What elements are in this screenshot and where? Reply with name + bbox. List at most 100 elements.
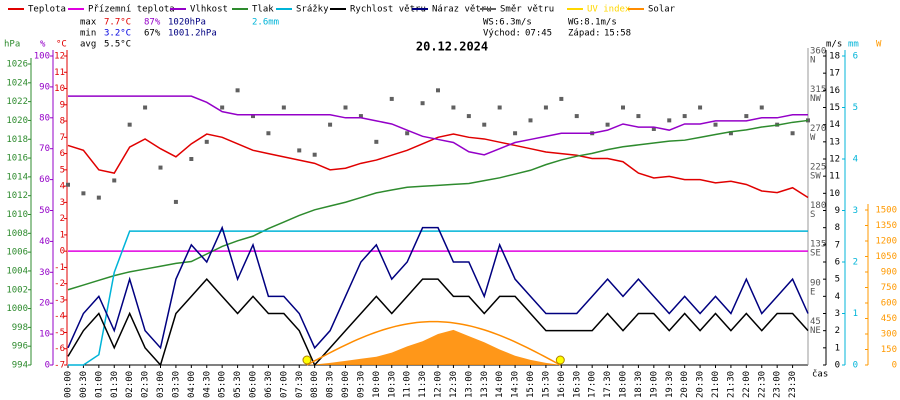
direction-dot <box>482 122 487 127</box>
axis-unit: W <box>876 40 882 50</box>
direction-dot <box>389 96 394 101</box>
x-tick-label: 05:30 <box>233 371 243 398</box>
direction-dot <box>405 131 410 136</box>
y-tick-label: 1 <box>60 230 65 240</box>
y-tick-label: 4 <box>835 292 840 302</box>
x-tick-label: 20:00 <box>680 371 690 398</box>
x-axis-label: čas <box>812 369 828 380</box>
legend-label: Teplota <box>28 5 66 15</box>
y-tick-label: 10 <box>54 84 65 94</box>
y-tick-label: 360 <box>810 47 826 57</box>
y-tick-label: 1350 <box>875 221 897 231</box>
direction-dot <box>173 199 178 204</box>
x-tick-label: 16:30 <box>572 371 582 398</box>
direction-dot <box>513 131 518 136</box>
legend-label: Náraz větru <box>432 5 492 15</box>
y-tick-label: 180 <box>810 201 826 211</box>
y-tick-label: 1 <box>835 343 840 353</box>
x-tick-label: 04:00 <box>187 371 197 398</box>
series-line <box>67 119 809 291</box>
direction-dot <box>651 126 656 131</box>
x-tick-label: 12:30 <box>449 371 459 398</box>
x-tick-label: 10:30 <box>387 371 397 398</box>
y-tick-label: 9 <box>60 100 65 110</box>
y-tick-label: 150 <box>881 345 897 355</box>
direction-dot <box>436 88 440 93</box>
clear-sky-arc <box>306 320 561 366</box>
direction-dot <box>81 191 86 196</box>
sun-marker <box>555 355 565 365</box>
y-tick-label: 1006 <box>6 248 28 258</box>
y-tick-label: 5 <box>853 103 858 113</box>
y-tick-label: 1022 <box>6 97 28 107</box>
x-tick-label: 02:00 <box>125 371 135 398</box>
x-tick-label: 00:30 <box>79 371 89 398</box>
compass-label: S <box>810 210 815 220</box>
sun-marker <box>302 355 312 365</box>
y-tick-label: 1002 <box>6 285 28 295</box>
stat: WG:8.1m/s <box>568 18 617 28</box>
x-tick-label: 20:30 <box>696 371 706 398</box>
series-line <box>67 133 809 199</box>
y-tick-label: 6 <box>835 258 840 268</box>
stat: 2.6mm <box>252 18 279 28</box>
y-tick-label: 1008 <box>6 229 28 239</box>
y-tick-label: 70 <box>39 144 50 154</box>
direction-dot <box>96 195 101 200</box>
y-tick-label: 450 <box>881 314 897 324</box>
axis-unit: hPa <box>4 40 20 50</box>
compass-label: NE <box>810 326 821 336</box>
y-tick-label: 5 <box>60 165 65 175</box>
series-line <box>68 95 808 156</box>
stat: 15:58 <box>604 29 631 39</box>
x-tick-label: 08:30 <box>326 371 336 398</box>
y-tick-label: 9 <box>835 206 840 216</box>
y-tick-label: 12 <box>54 52 65 62</box>
direction-dot <box>682 114 687 119</box>
stat: 1020hPa <box>168 18 206 28</box>
x-tick-label: 03:30 <box>171 371 181 398</box>
x-tick-label: 15:00 <box>526 371 536 398</box>
x-tick-label: 11:30 <box>418 371 428 398</box>
axis-unit: % <box>40 40 46 50</box>
y-tick-label: 3 <box>835 309 840 319</box>
y-tick-label: 135 <box>810 240 826 250</box>
y-tick-label: 1012 <box>6 191 28 201</box>
y-tick-label: 11 <box>54 68 65 78</box>
x-tick-label: 23:30 <box>788 371 798 398</box>
y-tick-label: 3 <box>853 206 858 216</box>
direction-dot <box>281 105 286 110</box>
y-tick-label: 300 <box>881 330 897 340</box>
y-tick-label: 750 <box>881 283 897 293</box>
direction-dot <box>220 105 225 110</box>
direction-dot <box>744 114 749 119</box>
chart-title: 20.12.2024 <box>416 40 488 54</box>
y-tick-label: 17 <box>829 69 840 79</box>
direction-dot <box>667 118 672 123</box>
direction-dot <box>189 157 194 161</box>
y-tick-label: 16 <box>829 86 840 96</box>
y-tick-label: 6 <box>853 52 858 62</box>
y-tick-label: 7 <box>835 240 840 250</box>
y-tick-label: 8 <box>835 223 840 233</box>
y-tick-label: 10 <box>39 330 50 340</box>
compass-label: W <box>810 133 816 143</box>
x-tick-label: 21:30 <box>726 371 736 398</box>
y-tick-label: 1010 <box>6 210 28 220</box>
x-tick-label: 17:30 <box>603 371 613 398</box>
y-tick-label: 1050 <box>875 252 897 262</box>
series-line <box>68 230 808 366</box>
x-tick-label: 17:00 <box>588 371 598 398</box>
direction-dot <box>621 105 625 110</box>
y-tick-label: -2 <box>54 279 65 289</box>
y-tick-label: 1020 <box>6 116 28 126</box>
direction-dot <box>451 105 456 110</box>
x-tick-label: 06:30 <box>264 371 274 398</box>
y-tick-label: 5 <box>835 275 840 285</box>
y-tick-label: 0 <box>60 247 65 257</box>
legend-label: Přízemní teplota <box>88 5 175 15</box>
x-tick-label: 23:00 <box>773 371 783 398</box>
direction-dot <box>251 114 255 119</box>
y-tick-label: -4 <box>54 312 65 322</box>
direction-dot <box>204 139 209 144</box>
